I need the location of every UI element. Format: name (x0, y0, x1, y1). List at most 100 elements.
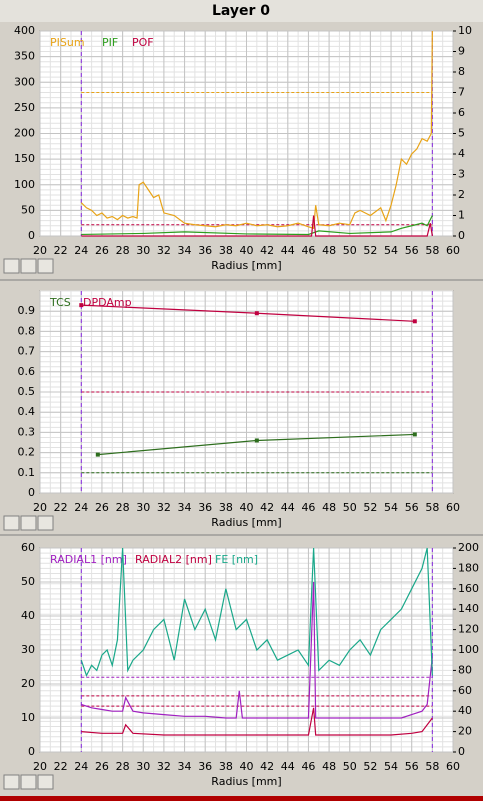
x-tick-label: 42 (260, 501, 274, 514)
y-tick-label: 0.1 (18, 466, 36, 479)
title-bar (0, 0, 483, 22)
x-tick-label: 52 (363, 501, 377, 514)
x-tick-label: 42 (260, 760, 274, 773)
x-tick-label: 22 (54, 501, 68, 514)
x-tick-label: 60 (446, 501, 460, 514)
x-tick-label: 32 (157, 244, 171, 257)
x-tick-label: 36 (198, 244, 212, 257)
x-tick-label: 48 (322, 760, 336, 773)
y-tick-label: 0.7 (18, 345, 36, 358)
point-marker (254, 311, 259, 316)
toolbar-button[interactable] (3, 258, 20, 274)
toolbar-button[interactable] (3, 774, 20, 790)
x-tick-label: 46 (301, 760, 315, 773)
y-tick-label: 40 (21, 609, 35, 622)
y2-tick-label: 10 (458, 24, 472, 37)
y2-tick-label: 5 (458, 127, 465, 140)
x-tick-label: 44 (281, 501, 295, 514)
x-tick-label: 38 (219, 760, 233, 773)
y2-tick-label: 120 (458, 623, 479, 636)
y-tick-label: 0.9 (18, 304, 36, 317)
toolbar-button[interactable] (20, 515, 37, 531)
x-tick-label: 34 (178, 244, 192, 257)
y2-tick-label: 20 (458, 725, 472, 738)
y-tick-label: 350 (14, 50, 35, 63)
x-tick-label: 58 (425, 760, 439, 773)
y-tick-label: 0.6 (18, 365, 36, 378)
y2-tick-label: 9 (458, 45, 465, 58)
x-tick-label: 48 (322, 501, 336, 514)
x-tick-label: 26 (95, 760, 109, 773)
legend-label: RADIAL1 [nm] (50, 553, 127, 566)
y-tick-label: 0.3 (18, 425, 36, 438)
x-tick-label: 46 (301, 501, 315, 514)
toolbar-button[interactable] (20, 774, 37, 790)
y2-tick-label: 80 (458, 663, 472, 676)
y2-tick-label: 8 (458, 65, 465, 78)
x-axis-label: Radius [mm] (211, 775, 281, 788)
y-tick-label: 50 (21, 203, 35, 216)
series-line (81, 215, 433, 236)
x-tick-label: 40 (240, 501, 254, 514)
x-tick-label: 44 (281, 244, 295, 257)
x-tick-label: 52 (363, 244, 377, 257)
x-tick-label: 20 (33, 244, 47, 257)
series-line (81, 707, 433, 736)
x-tick-label: 54 (384, 244, 398, 257)
x-tick-label: 36 (198, 501, 212, 514)
point-marker (412, 432, 417, 437)
x-tick-label: 22 (54, 760, 68, 773)
x-tick-label: 34 (178, 760, 192, 773)
x-tick-label: 30 (136, 760, 150, 773)
y-tick-label: 0.8 (18, 324, 36, 337)
y2-tick-label: 160 (458, 582, 479, 595)
toolbar-button[interactable] (37, 774, 54, 790)
y2-tick-label: 2 (458, 188, 465, 201)
x-tick-label: 24 (74, 760, 88, 773)
y-tick-label: 200 (14, 127, 35, 140)
x-tick-label: 50 (343, 244, 357, 257)
x-tick-label: 38 (219, 501, 233, 514)
y-tick-label: 300 (14, 75, 35, 88)
y2-tick-label: 4 (458, 147, 465, 160)
y2-tick-label: 100 (458, 643, 479, 656)
legend-label: FE [nm] (215, 553, 258, 566)
y2-tick-label: 3 (458, 168, 465, 181)
x-tick-label: 56 (405, 244, 419, 257)
x-tick-label: 28 (116, 760, 130, 773)
x-tick-label: 40 (240, 244, 254, 257)
x-tick-label: 54 (384, 501, 398, 514)
legend-label: RADIAL2 [nm] (135, 553, 212, 566)
y2-tick-label: 200 (458, 541, 479, 554)
y-tick-label: 50 (21, 575, 35, 588)
y-tick-label: 250 (14, 101, 35, 114)
toolbar-button[interactable] (37, 258, 54, 274)
y-tick-label: 10 (21, 711, 35, 724)
y2-tick-label: 6 (458, 106, 465, 119)
x-tick-label: 42 (260, 244, 274, 257)
toolbar-button[interactable] (3, 515, 20, 531)
x-tick-label: 36 (198, 760, 212, 773)
status-bar (0, 796, 483, 801)
x-axis-label: Radius [mm] (211, 516, 281, 529)
legend-label: POF (132, 36, 154, 49)
y-tick-label: 150 (14, 152, 35, 165)
y-tick-label: 60 (21, 541, 35, 554)
x-tick-label: 56 (405, 760, 419, 773)
point-marker (412, 319, 417, 324)
x-tick-label: 38 (219, 244, 233, 257)
legend-label: DPDAmp (83, 296, 132, 309)
x-tick-label: 58 (425, 501, 439, 514)
x-tick-label: 34 (178, 501, 192, 514)
toolbar-button[interactable] (37, 515, 54, 531)
legend-label: PISum (50, 36, 85, 49)
x-tick-label: 60 (446, 244, 460, 257)
x-tick-label: 56 (405, 501, 419, 514)
x-tick-label: 26 (95, 501, 109, 514)
x-tick-label: 28 (116, 244, 130, 257)
y-tick-label: 0.5 (18, 385, 36, 398)
x-tick-label: 40 (240, 760, 254, 773)
x-tick-label: 28 (116, 501, 130, 514)
toolbar-button[interactable] (20, 258, 37, 274)
